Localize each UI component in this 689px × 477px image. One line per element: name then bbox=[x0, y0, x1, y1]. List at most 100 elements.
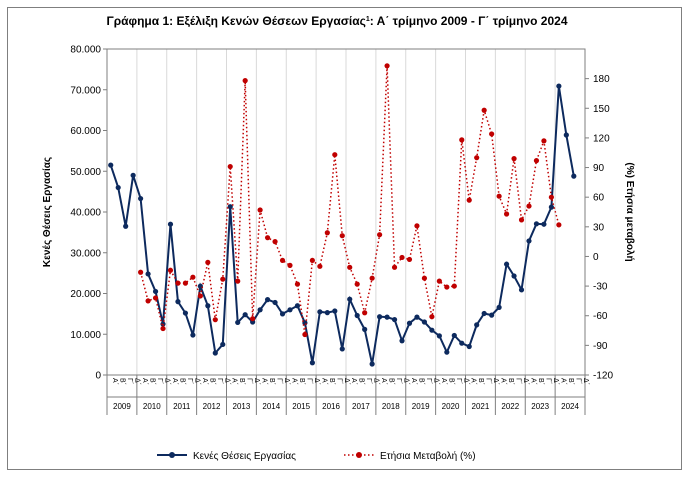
point-vacancies bbox=[212, 350, 218, 356]
point-annual-change bbox=[197, 293, 203, 299]
x-quarter-label: Β΄ bbox=[208, 378, 215, 385]
point-vacancies bbox=[474, 322, 480, 328]
point-vacancies bbox=[444, 349, 450, 355]
y-axis-left-ticks: 0 10.000 20.000 30.000 40.000 50.000 60.000 70.… bbox=[70, 45, 107, 382]
x-quarter-label: Α΄ bbox=[559, 378, 566, 385]
x-quarter-label: Δ΄ bbox=[313, 378, 320, 385]
point-vacancies bbox=[481, 310, 487, 317]
point-annual-change bbox=[511, 156, 517, 162]
y-right-tick-label: 0 bbox=[593, 252, 599, 263]
point-vacancies bbox=[429, 327, 435, 333]
x-year-label: 2014 bbox=[262, 402, 280, 411]
point-vacancies bbox=[548, 204, 554, 210]
x-quarter-label: Α΄ bbox=[350, 378, 357, 385]
x-quarter-label: Β΄ bbox=[238, 378, 245, 385]
point-vacancies bbox=[108, 162, 114, 168]
point-annual-change bbox=[421, 275, 428, 281]
x-quarter-label: Γ΄ bbox=[126, 378, 133, 384]
x-quarter-label: Δ΄ bbox=[582, 378, 589, 385]
y-left-tick-label: 80.000 bbox=[70, 45, 101, 56]
y-axis-left-label: Κενές Θέσεις Εργασίας bbox=[42, 157, 53, 267]
x-quarter-label: Δ΄ bbox=[253, 378, 260, 385]
chart-title: Γράφημα 1: Εξέλιξη Κενών Θέσεων Εργασίας… bbox=[106, 14, 567, 28]
x-quarter-label: Β΄ bbox=[178, 378, 185, 385]
point-vacancies bbox=[496, 304, 502, 310]
point-vacancies bbox=[518, 287, 525, 293]
point-vacancies bbox=[175, 299, 181, 305]
point-vacancies bbox=[130, 172, 136, 178]
point-annual-change bbox=[406, 256, 413, 263]
point-vacancies bbox=[354, 312, 360, 319]
x-quarter-label: Δ΄ bbox=[164, 378, 171, 385]
chart-frame: Γράφημα 1: Εξέλιξη Κενών Θέσεων Εργασίας… bbox=[7, 7, 682, 470]
x-year-label: 2009 bbox=[113, 402, 131, 411]
legend-label-annual-change: Ετήσια Μεταβολή (%) bbox=[380, 450, 476, 462]
point-annual-change bbox=[496, 193, 502, 199]
x-quarter-label: Γ΄ bbox=[425, 378, 432, 384]
x-year-label: 2019 bbox=[412, 402, 430, 411]
point-annual-change bbox=[489, 131, 495, 137]
point-vacancies bbox=[190, 332, 196, 338]
x-year-label: 2017 bbox=[352, 402, 370, 411]
point-annual-change bbox=[436, 278, 442, 284]
point-vacancies bbox=[257, 307, 263, 313]
x-year-label: 2022 bbox=[501, 402, 519, 411]
x-quarter-label: Δ΄ bbox=[403, 378, 410, 385]
y-left-tick-label: 40.000 bbox=[70, 208, 101, 219]
point-vacancies bbox=[317, 309, 323, 315]
x-quarter-label: Α΄ bbox=[470, 378, 477, 385]
point-vacancies bbox=[414, 314, 420, 320]
x-quarter-label: Α΄ bbox=[261, 378, 268, 385]
x-quarter-label: Γ΄ bbox=[455, 378, 462, 384]
point-vacancies bbox=[123, 223, 129, 229]
x-quarter-label: Α΄ bbox=[141, 378, 148, 385]
point-vacancies bbox=[489, 312, 495, 318]
x-quarter-label: Δ΄ bbox=[462, 378, 469, 385]
y-right-tick-label: -60 bbox=[593, 311, 608, 322]
point-vacancies bbox=[466, 343, 472, 350]
point-vacancies bbox=[399, 338, 405, 344]
point-annual-change bbox=[145, 298, 151, 304]
point-vacancies bbox=[152, 288, 159, 295]
chart-border bbox=[7, 7, 682, 470]
x-quarter-label: Δ΄ bbox=[223, 378, 230, 385]
x-quarter-label: Α΄ bbox=[500, 378, 507, 385]
x-year-label: 2013 bbox=[233, 402, 251, 411]
x-quarter-label: Α΄ bbox=[111, 378, 118, 385]
x-quarter-label: Γ΄ bbox=[246, 378, 253, 384]
x-quarter-label: Γ΄ bbox=[186, 378, 193, 384]
point-annual-change bbox=[451, 283, 457, 289]
point-annual-change bbox=[205, 259, 211, 265]
x-quarter-label: Γ΄ bbox=[276, 378, 283, 384]
x-quarter-label: Δ΄ bbox=[552, 378, 559, 385]
x-quarter-label: Α΄ bbox=[380, 378, 387, 385]
point-annual-change bbox=[264, 235, 271, 241]
point-annual-change bbox=[526, 203, 532, 209]
x-quarter-label: Δ΄ bbox=[522, 378, 529, 385]
point-vacancies bbox=[541, 221, 547, 227]
point-vacancies bbox=[182, 310, 189, 316]
point-annual-change bbox=[212, 317, 218, 323]
x-quarter-label: Γ΄ bbox=[395, 378, 402, 384]
point-annual-change bbox=[347, 264, 353, 270]
legend-item-vacancies: Κενές Θέσεις Εργασίας bbox=[157, 450, 296, 462]
point-annual-change bbox=[250, 316, 256, 322]
point-vacancies bbox=[160, 321, 166, 327]
y-left-tick-label: 70.000 bbox=[70, 85, 101, 96]
point-vacancies bbox=[421, 319, 428, 325]
point-annual-change bbox=[339, 233, 345, 239]
point-vacancies bbox=[384, 314, 390, 320]
point-annual-change bbox=[182, 280, 189, 286]
y-right-tick-label: 90 bbox=[593, 163, 605, 174]
y-axis-right-ticks: -120 -90 -60 -30 0 30 60 90 120 150 180 bbox=[585, 74, 613, 382]
y-left-tick-label: 20.000 bbox=[70, 289, 101, 300]
point-vacancies bbox=[242, 312, 248, 318]
point-annual-change bbox=[317, 263, 323, 269]
x-quarter-label: Β΄ bbox=[417, 378, 424, 385]
point-annual-change bbox=[242, 78, 248, 84]
series-annual-change bbox=[138, 63, 562, 338]
point-vacancies bbox=[563, 132, 569, 138]
x-quarter-label: Β΄ bbox=[268, 378, 275, 385]
chart-title-sup: 1 bbox=[366, 16, 370, 23]
point-vacancies bbox=[391, 316, 398, 323]
